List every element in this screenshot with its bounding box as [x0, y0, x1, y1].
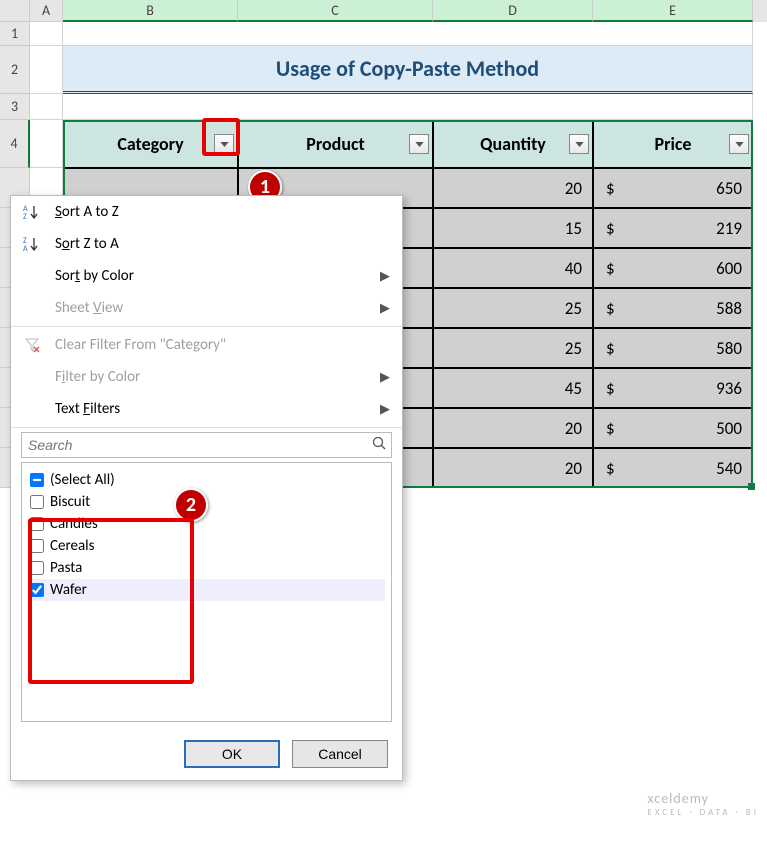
- annotation-box-2: [28, 518, 194, 684]
- page-title: Usage of Copy-Paste Method: [63, 46, 753, 94]
- filter-item-label: Biscuit: [50, 493, 90, 511]
- annotation-badge-2: 2: [174, 488, 208, 522]
- th-product[interactable]: Product: [238, 120, 433, 168]
- col-D[interactable]: D: [433, 0, 593, 22]
- filter-by-color-label: Filter by Color: [55, 368, 140, 386]
- cancel-button[interactable]: Cancel: [292, 740, 388, 768]
- cell-price[interactable]: $588: [593, 288, 753, 328]
- sort-asc[interactable]: AZ Sort A to Z: [11, 196, 402, 228]
- col-C[interactable]: C: [238, 0, 433, 22]
- cell-quantity[interactable]: 45: [433, 368, 593, 408]
- filter-item[interactable]: (Select All): [28, 469, 385, 491]
- clear-filter-label: Clear Filter From "Category": [55, 336, 226, 354]
- row-header-2[interactable]: 2: [0, 46, 30, 94]
- col-B[interactable]: B: [63, 0, 238, 22]
- cell-quantity[interactable]: 20: [433, 448, 593, 488]
- sheet-view: Sheet View ▶: [11, 292, 402, 324]
- sort-desc-label: Sort Z to A: [55, 235, 119, 253]
- watermark: xceldemy EXCEL · DATA · BI: [648, 790, 759, 818]
- filter-item-label: (Select All): [50, 471, 115, 489]
- chevron-right-icon: ▶: [380, 370, 390, 385]
- chevron-right-icon: ▶: [380, 402, 390, 417]
- row-header-1[interactable]: 1: [0, 22, 30, 46]
- th-price-label: Price: [655, 133, 692, 155]
- sort-asc-label: Sort A to Z: [55, 203, 119, 221]
- filter-button-quantity[interactable]: [569, 134, 589, 154]
- cell-quantity[interactable]: 20: [433, 408, 593, 448]
- ok-button[interactable]: OK: [184, 740, 280, 768]
- cell-price[interactable]: $580: [593, 328, 753, 368]
- th-product-label: Product: [306, 133, 365, 155]
- cell-quantity[interactable]: 15: [433, 208, 593, 248]
- filter-checkbox[interactable]: [30, 495, 44, 509]
- column-headers: A B C D E: [0, 0, 767, 22]
- text-filters[interactable]: Text Filters ▶: [11, 393, 402, 425]
- annotation-box-1: [202, 118, 240, 156]
- row-header-4[interactable]: 4: [0, 120, 30, 168]
- chevron-right-icon: ▶: [380, 269, 390, 284]
- th-quantity-label: Quantity: [480, 133, 546, 155]
- sheet-view-label: Sheet View: [55, 299, 123, 317]
- text-filters-label: Text Filters: [55, 400, 120, 418]
- filter-dropdown: AZ Sort A to Z ZA Sort Z to A Sort by Co…: [10, 195, 403, 781]
- sort-by-color[interactable]: Sort by Color ▶: [11, 260, 402, 292]
- cell-price[interactable]: $650: [593, 168, 753, 208]
- sort-desc-icon: ZA: [21, 236, 43, 252]
- svg-text:Z: Z: [23, 212, 27, 220]
- search-row: [21, 432, 392, 458]
- sort-desc[interactable]: ZA Sort Z to A: [11, 228, 402, 260]
- filter-button-product[interactable]: [409, 134, 429, 154]
- chevron-right-icon: ▶: [380, 301, 390, 316]
- col-A[interactable]: A: [30, 0, 63, 22]
- cell-price[interactable]: $540: [593, 448, 753, 488]
- row-header-3[interactable]: 3: [0, 94, 30, 120]
- filter-by-color: Filter by Color ▶: [11, 361, 402, 393]
- col-E[interactable]: E: [593, 0, 753, 22]
- filter-button-price[interactable]: [729, 134, 749, 154]
- cell-quantity[interactable]: 25: [433, 328, 593, 368]
- sort-asc-icon: AZ: [21, 204, 43, 220]
- filter-checkbox[interactable]: [30, 473, 44, 487]
- clear-filter-icon: [21, 337, 43, 353]
- svg-text:A: A: [23, 244, 28, 252]
- cell-price[interactable]: $219: [593, 208, 753, 248]
- cell-price[interactable]: $936: [593, 368, 753, 408]
- search-icon[interactable]: [367, 436, 391, 455]
- sort-by-color-label: Sort by Color: [55, 267, 134, 285]
- th-quantity[interactable]: Quantity: [433, 120, 593, 168]
- button-row: OK Cancel: [11, 730, 402, 780]
- th-price[interactable]: Price: [593, 120, 753, 168]
- cell-quantity[interactable]: 20: [433, 168, 593, 208]
- clear-filter: Clear Filter From "Category": [11, 329, 402, 361]
- cell-quantity[interactable]: 40: [433, 248, 593, 288]
- select-all-corner[interactable]: [0, 0, 30, 22]
- cell-price[interactable]: $600: [593, 248, 753, 288]
- cell-price[interactable]: $500: [593, 408, 753, 448]
- cell-quantity[interactable]: 25: [433, 288, 593, 328]
- th-category-label: Category: [117, 133, 183, 155]
- search-input[interactable]: [22, 437, 367, 453]
